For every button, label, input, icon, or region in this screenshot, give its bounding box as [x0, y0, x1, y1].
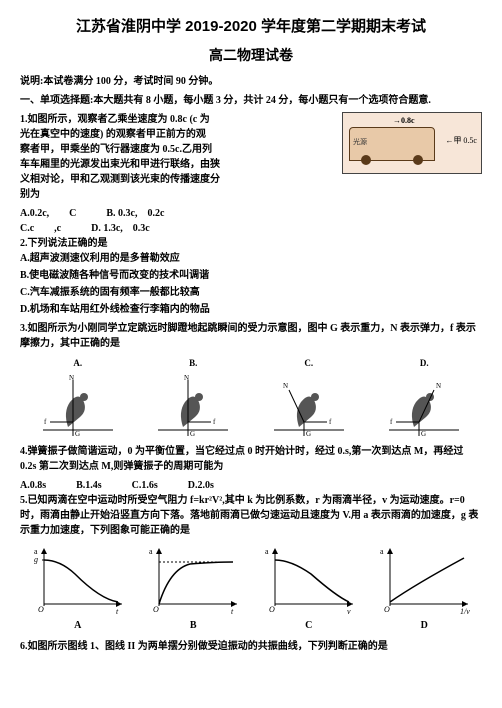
q5-C-label: C	[261, 618, 357, 633]
q5-B-chart: a O t	[145, 544, 241, 616]
q6-stem: 6.如图所示图线 1、图线 II 为两单摆分别做受迫振动的共振曲线，下列判断正确…	[20, 639, 482, 654]
q1-l3: 察者甲，甲乘坐的飞行器速度为 0.5c.乙用列	[20, 142, 336, 157]
svg-text:O: O	[153, 605, 159, 614]
svg-text:a: a	[380, 547, 384, 556]
q4-stem: 4.弹簧振子做简谐运动，0 为平衡位置，当它经过点 0 时开始计时，经过 0.s…	[20, 444, 482, 474]
svg-text:G: G	[190, 430, 195, 438]
q5-D-chart: a O 1/v	[376, 544, 472, 616]
q2-stem: 2.下列说法正确的是	[20, 236, 482, 251]
instruction: 说明:本试卷满分 100 分，考试时间 90 分钟。	[20, 74, 482, 89]
q3-figs: A. N G f B. N G f C.	[20, 357, 482, 439]
svg-text:t: t	[231, 607, 234, 616]
q3-stem: 3.如图所示为小刚同学立定跳远时脚蹬地起跳瞬间的受力示意图，图中 G 表示重力，…	[20, 321, 482, 351]
section1-head: 一、单项选择题:本大题共有 8 小题，每小题 3 分，共计 24 分，每小题只有…	[20, 93, 482, 108]
svg-text:f: f	[213, 418, 216, 426]
q3-B-fig: N G f	[153, 372, 233, 438]
q4-opts: A.0.8s B.1.4s C.1.6s D.2.0s	[20, 478, 482, 493]
q5-C-chart: a O v	[261, 544, 357, 616]
q2-D: D.机场和车站用红外线检查行李箱内的物品	[20, 302, 482, 317]
q5-stem: 5.已知两滴在空中运动时所受空气阻力 f=kr²V²,其中 k 为比例系数，r …	[20, 493, 482, 538]
svg-text:G: G	[421, 430, 426, 438]
q1-opts1: A.0.2c, C B. 0.3c, 0.2c	[20, 206, 482, 221]
q3-B-label: B.	[153, 357, 233, 371]
q1: 1.如图所示，观察者乙乘坐速度为 0.8c (c 为 光在真空中的速度) 的观察…	[20, 112, 482, 202]
q1-fig-src: 光源	[353, 137, 367, 148]
q1-fig-arrow: →0.8c	[393, 115, 415, 127]
q3-D-fig: N G f	[384, 372, 464, 438]
svg-text:f: f	[44, 418, 47, 426]
svg-text:N: N	[283, 382, 288, 390]
q1-l4: 车车厢里的光源发出束光和甲进行联络，由狭	[20, 157, 336, 172]
svg-text:G: G	[75, 430, 80, 438]
q3-D-label: D.	[384, 357, 464, 371]
q1-fig-ship: ←甲 0.5c	[445, 135, 477, 147]
q2-B: B.使电磁波随各种信号而改变的技术叫调谐	[20, 268, 482, 283]
svg-text:a: a	[149, 547, 153, 556]
q5-A-label: A	[30, 618, 126, 633]
svg-text:f: f	[390, 418, 393, 426]
svg-text:O: O	[269, 605, 275, 614]
svg-text:v: v	[347, 607, 351, 616]
q2-C: C.汽车减振系统的固有频率一般都比较高	[20, 285, 482, 300]
q1-l6: 别为	[20, 187, 336, 202]
svg-text:O: O	[384, 605, 390, 614]
q1-l5: 义相对论，甲和乙观测到该光束的传播速度分	[20, 172, 336, 187]
svg-text:N: N	[69, 374, 74, 382]
svg-text:a: a	[265, 547, 269, 556]
svg-text:1/v: 1/v	[460, 607, 470, 616]
q5-B-label: B	[145, 618, 241, 633]
q3-C-fig: N G f	[269, 372, 349, 438]
q3-A-label: A.	[38, 357, 118, 371]
q2-A: A.超声波测速仪利用的是多普勒效应	[20, 251, 482, 266]
q1-opts2: C.c ,c D. 1.3c, 0.3c	[20, 221, 482, 236]
svg-text:N: N	[436, 382, 441, 390]
svg-text:t: t	[116, 607, 119, 616]
q2: 2.下列说法正确的是 A.超声波测速仪利用的是多普勒效应 B.使电磁波随各种信号…	[20, 236, 482, 317]
q1-figure: 光源 →0.8c ←甲 0.5c	[342, 112, 482, 174]
q1-l1: 1.如图所示，观察者乙乘坐速度为 0.8c (c 为	[20, 112, 336, 127]
title-sub: 高二物理试卷	[20, 45, 482, 66]
q1-l2: 光在真空中的速度) 的观察者甲正前方的观	[20, 127, 336, 142]
svg-text:G: G	[306, 430, 311, 438]
svg-text:O: O	[38, 605, 44, 614]
svg-text:g: g	[34, 555, 38, 564]
q3-A-fig: N G f	[38, 372, 118, 438]
q3-C-label: C.	[269, 357, 349, 371]
title-main: 江苏省淮阴中学 2019-2020 学年度第二学期期末考试	[20, 16, 482, 39]
q5-D-label: D	[376, 618, 472, 633]
svg-text:f: f	[329, 418, 332, 426]
q5-charts: a g O t A a O t B	[20, 544, 482, 633]
q5-A-chart: a g O t	[30, 544, 126, 616]
svg-text:N: N	[184, 374, 189, 382]
